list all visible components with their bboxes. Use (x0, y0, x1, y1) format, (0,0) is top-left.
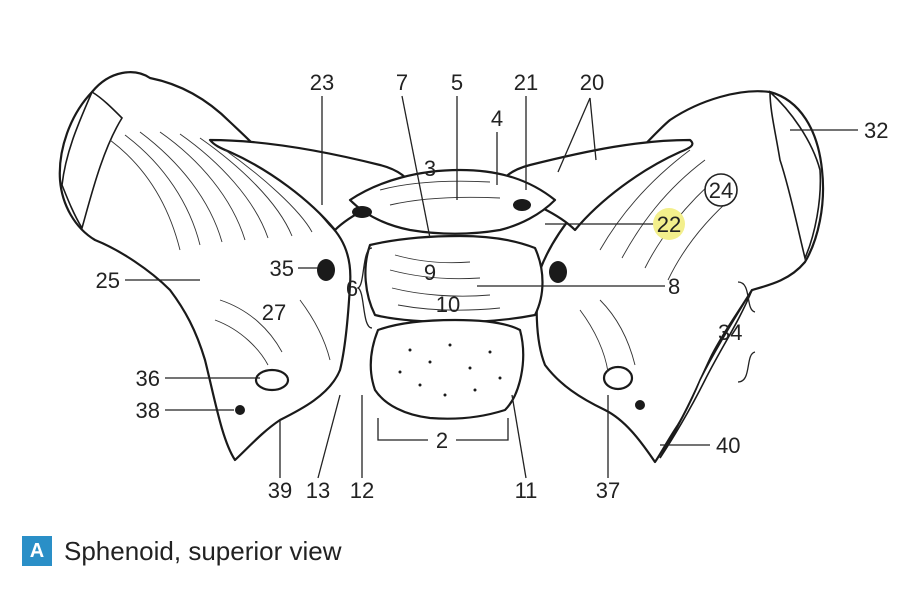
dorsum-sellae (369, 318, 525, 420)
caption-text: Sphenoid, superior view (64, 535, 342, 566)
circled-24: 24 (704, 173, 738, 207)
left-foramen-rotundum (317, 259, 335, 281)
left-foramen-spinosum (235, 405, 245, 415)
figure-caption: A Sphenoid, superior view (22, 534, 342, 568)
right-posterior-rough-margin (659, 289, 753, 459)
label-24: 24 (709, 178, 733, 203)
sphenoid-bone-drawing (58, 71, 825, 464)
label-32: 32 (864, 118, 888, 143)
right-foramen-ovale (602, 365, 634, 391)
highlight-22-marker (653, 208, 685, 240)
label-9: 9 (424, 260, 436, 285)
label-34: 34 (718, 320, 742, 345)
label-38: 38 (136, 398, 160, 423)
label-20: 20 (580, 70, 604, 95)
label-27: 27 (262, 300, 286, 325)
label-40: 40 (716, 433, 740, 458)
label-25: 25 (96, 268, 120, 293)
right-optic-canal (513, 199, 531, 211)
right-foramen-spinosum (635, 400, 645, 410)
label-2: 2 (436, 428, 448, 453)
label-8: 8 (668, 274, 680, 299)
label-21: 21 (514, 70, 538, 95)
label-6: 6 (346, 276, 358, 301)
label-39: 39 (268, 478, 292, 503)
label-13: 13 (306, 478, 330, 503)
right-rough-margin (769, 90, 822, 261)
label-12: 12 (350, 478, 374, 503)
label-7: 7 (396, 70, 408, 95)
circled-24-ring (704, 173, 738, 207)
label-5: 5 (451, 70, 463, 95)
label-4: 4 (491, 106, 503, 131)
label-11: 11 (515, 478, 538, 503)
label-3: 3 (424, 156, 436, 181)
left-rough-margin (61, 90, 124, 230)
label-22: 22 (657, 212, 681, 237)
label-37: 37 (596, 478, 620, 503)
label-35: 35 (270, 256, 294, 281)
highlight-22: 22 (653, 208, 685, 240)
labels: 23 7 5 21 20 4 3 32 22 24 25 35 6 9 10 8… (96, 70, 889, 503)
left-optic-canal (352, 206, 372, 218)
leader-lines (125, 95, 858, 479)
left-foramen-ovale (254, 368, 290, 392)
label-36: 36 (136, 366, 160, 391)
right-foramen-rotundum (549, 261, 567, 283)
dorsum-texture (398, 343, 502, 397)
label-10: 10 (436, 292, 460, 317)
label-23: 23 (310, 70, 334, 95)
caption-badge: A (22, 536, 52, 566)
